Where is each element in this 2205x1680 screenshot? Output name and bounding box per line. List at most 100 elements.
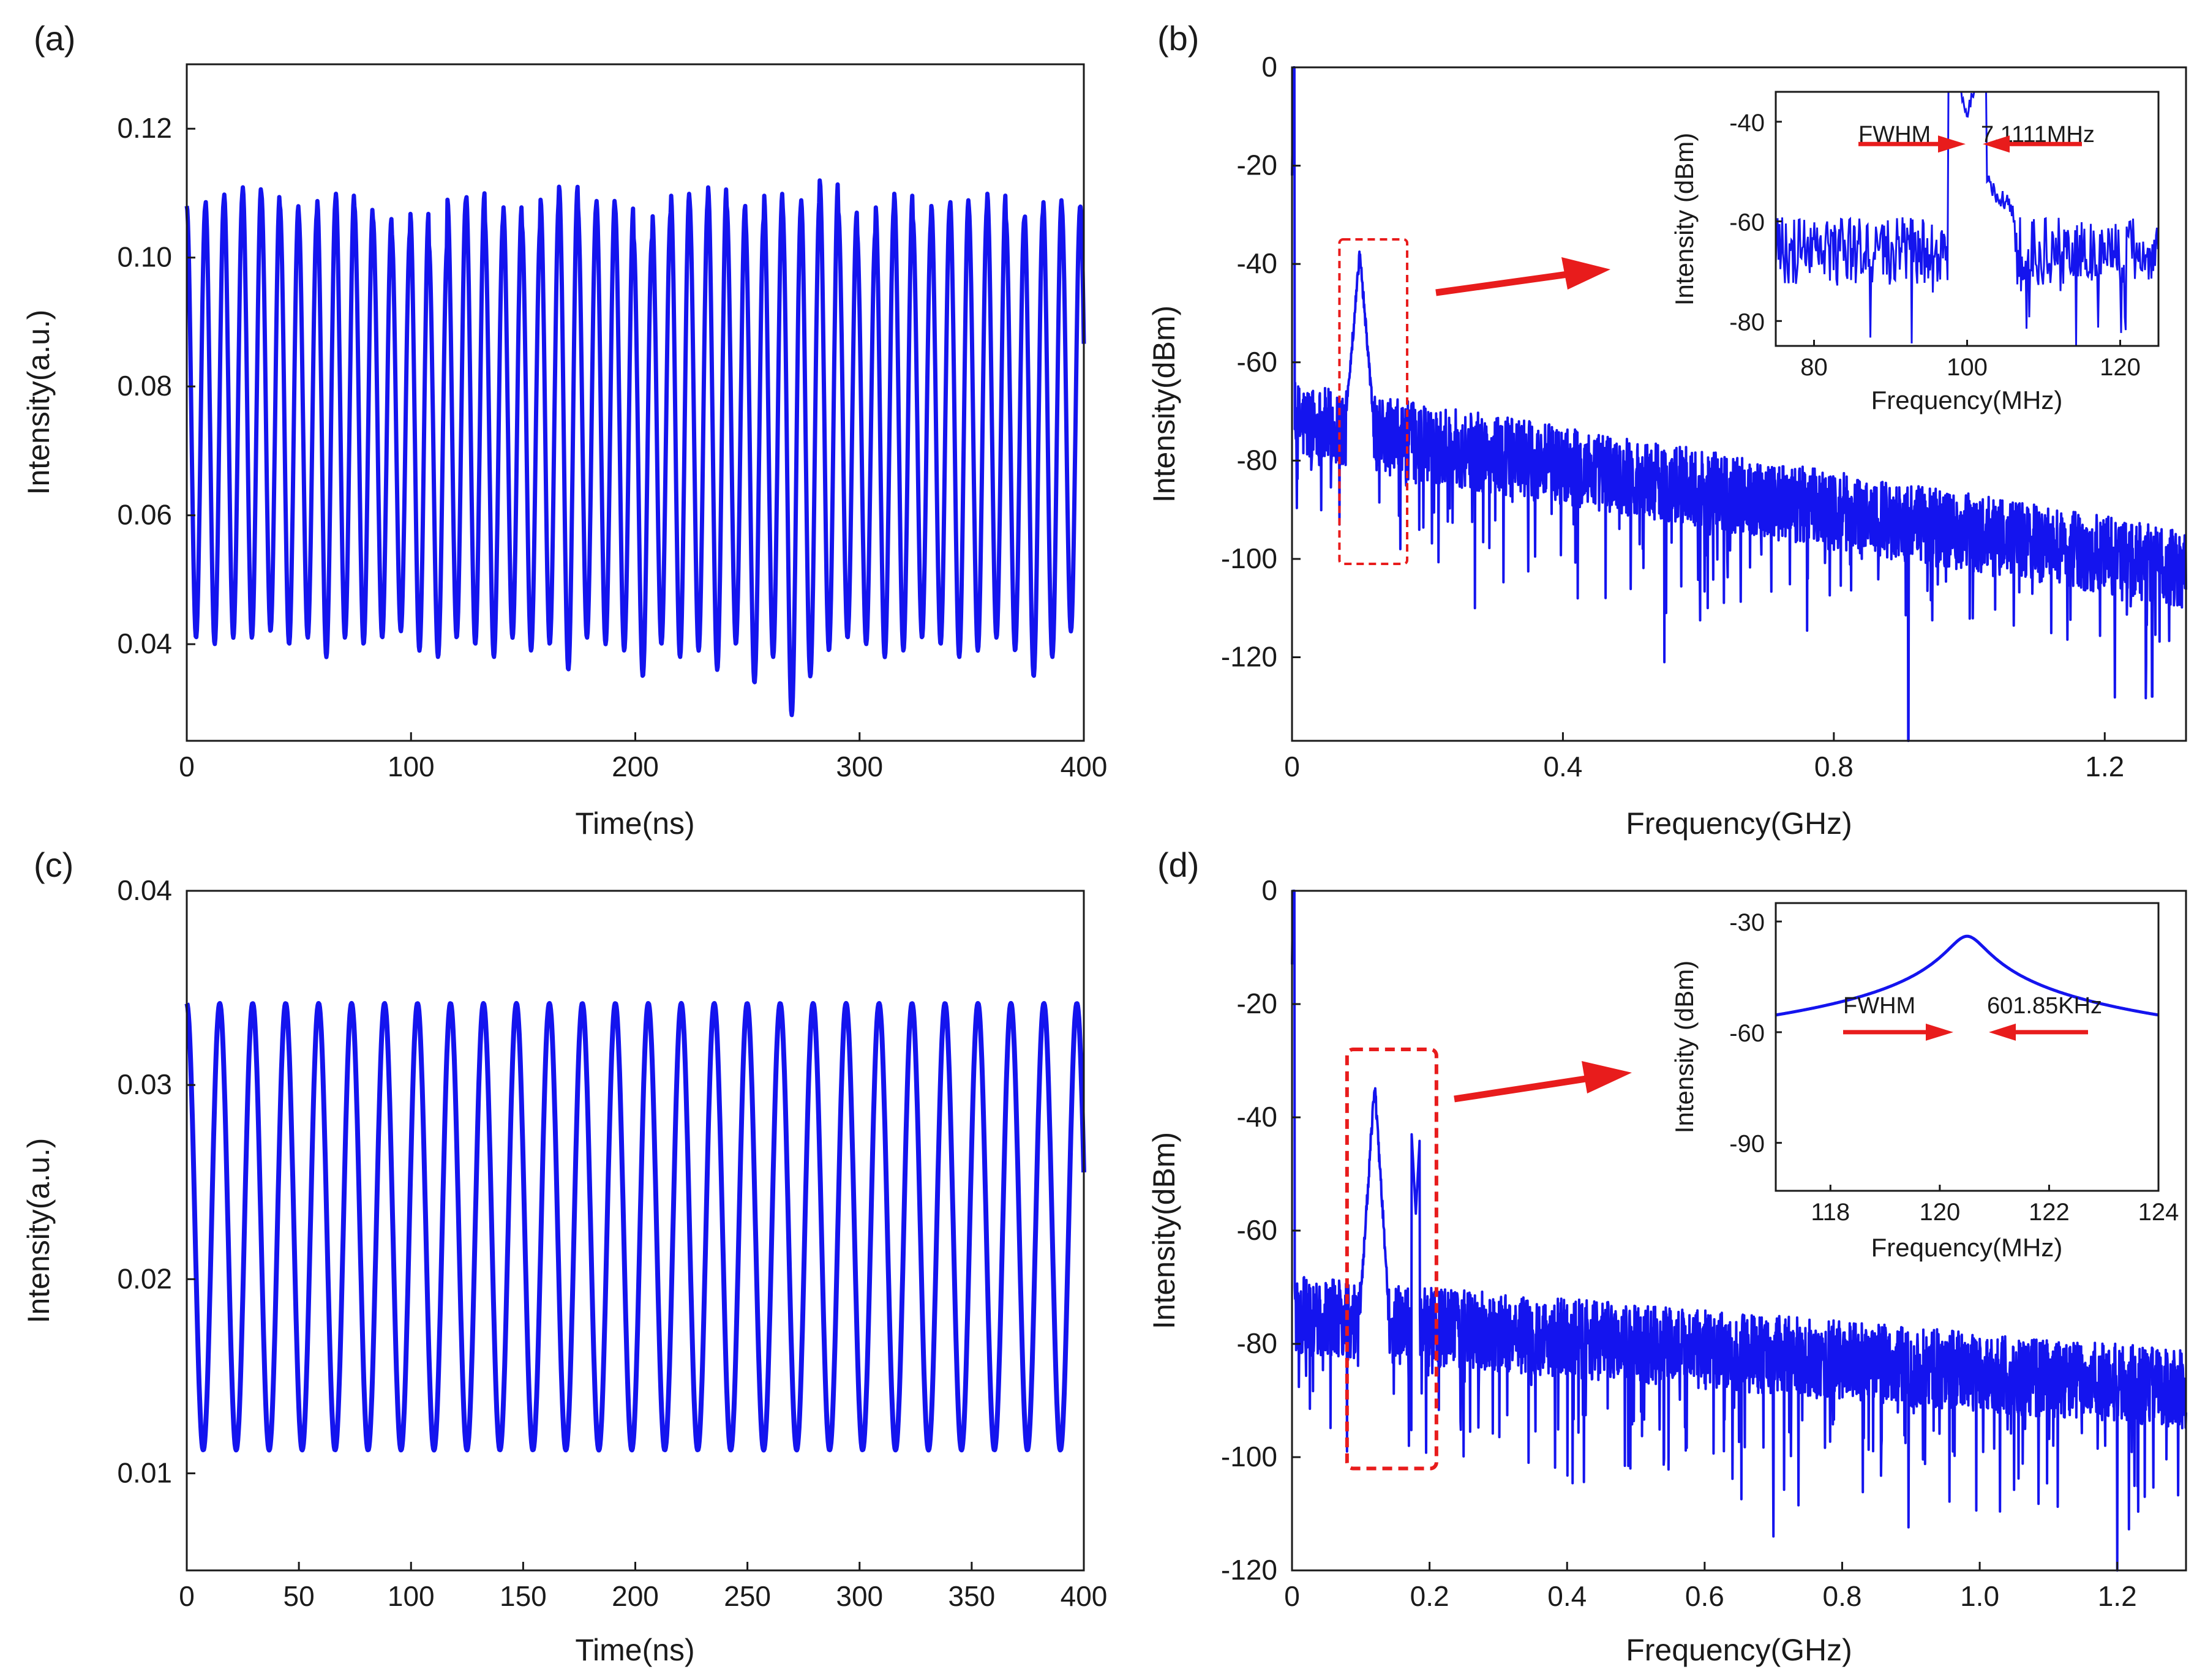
zoom-arrow-b	[1435, 257, 1610, 296]
inset-b-y-tick-label: -40	[1729, 110, 1765, 137]
zoom-arrow-d	[1454, 1061, 1632, 1103]
plot-d-x-tick-label: 1.0	[1960, 1580, 1999, 1612]
plot-a-y-tick-label: 0.06	[117, 499, 172, 531]
y-axis-label-c: Intensity(a.u.)	[21, 1138, 56, 1324]
inset-d-frame	[1775, 902, 2160, 1192]
plot-b-frame	[1291, 66, 2187, 742]
plot-a-ticks: 0 100 200 300 400 0.04 0.06 0.08 0.10 0.12	[117, 112, 1107, 782]
inset-d: 118 120 122 124 -30 -60 -90 Frequency(MHz) Int…	[1670, 902, 2179, 1262]
panel-c: (c) 0 50 100 150 200 250 300 350 400 0.01 0.02 0.03…	[21, 846, 1107, 1667]
inset-b-x-tick-label: 120	[2100, 354, 2141, 381]
inset-d-y-tick-label: -90	[1729, 1131, 1765, 1158]
inset-d-right-arrowhead	[1989, 1023, 2016, 1041]
plot-d-x-tick-label: 0	[1284, 1580, 1300, 1612]
inset-b-area	[1775, 91, 2159, 347]
plot-b-y-tick-label: -20	[1237, 149, 1277, 181]
panel-label-c: (c)	[34, 846, 73, 884]
inset-d-y-tick-label: -60	[1729, 1020, 1765, 1047]
plot-c-x-tick-label: 150	[500, 1580, 547, 1612]
plot-d-x-tick-label: 0.8	[1822, 1580, 1861, 1612]
inset-b-x-tick-label: 80	[1800, 354, 1828, 381]
y-axis-label-d: Intensity(dBm)	[1147, 1132, 1181, 1329]
plot-a-x-tick-label: 200	[612, 751, 659, 782]
inset-d-fwhm-annotation: FWHM 601.85KHz	[1843, 993, 2102, 1041]
plot-d-y-tick-label: -60	[1237, 1214, 1277, 1246]
plot-d-y-tick-label: -20	[1237, 988, 1277, 1019]
plot-b-x-tick-label: 0.8	[1814, 751, 1854, 782]
inset-b-x-axis-label: Frequency(MHz)	[1871, 386, 2063, 414]
x-axis-label-a: Time(ns)	[575, 806, 694, 841]
plot-c-x-tick-label: 50	[284, 1580, 315, 1612]
plot-d-y-tick-label: -100	[1221, 1441, 1277, 1472]
plot-c-y-tick-label: 0.01	[117, 1457, 172, 1488]
plot-c-y-tick-label: 0.04	[117, 874, 172, 906]
plot-a-x-tick-label: 100	[388, 751, 435, 782]
highlight-box-d	[1345, 1048, 1438, 1471]
y-axis-label-a: Intensity(a.u.)	[21, 310, 56, 495]
plot-a-x-tick-label: 0	[179, 751, 195, 782]
plot-a-y-tick-label: 0.08	[117, 370, 172, 402]
plot-c-y-tick-label: 0.02	[117, 1262, 172, 1294]
plot-b-x-tick-label: 0.4	[1543, 751, 1582, 782]
inset-b-x-tick-label: 100	[1947, 354, 1988, 381]
plot-c-x-tick-label: 0	[179, 1580, 195, 1612]
highlight-box-b	[1338, 238, 1409, 565]
plot-a-x-tick-label: 300	[836, 751, 883, 782]
plot-b-x-tick-label: 0	[1284, 751, 1300, 782]
x-axis-label-d: Frequency(GHz)	[1626, 1633, 1852, 1667]
inset-d-area	[1775, 934, 2158, 1017]
plot-b-y-tick-label: -120	[1221, 641, 1277, 673]
plot-d-x-tick-label: 1.2	[2098, 1580, 2137, 1612]
plot-b-area	[1291, 66, 2187, 742]
panel-b: (b) 0 0.4 0.8 1.2 0 -20 -40 -60 -80 -100 -120 Freq…	[1147, 19, 2187, 841]
inset-d-x-tick-label: 120	[1919, 1199, 1960, 1226]
plot-a-x-tick-label: 400	[1061, 751, 1108, 782]
plot-c-x-tick-label: 250	[724, 1580, 771, 1612]
plot-b-y-tick-label: 0	[1261, 51, 1277, 83]
plot-a-area	[184, 178, 1086, 718]
panel-d: (d) 0 0.2 0.4 0.6 0.8 1.0 1.2 0 -20 -40 -60 -80 -100…	[1147, 846, 2187, 1667]
plot-b-ticks: 0 0.4 0.8 1.2 0 -20 -40 -60 -80 -100 -120	[1221, 51, 2124, 782]
plot-b-y-tick-label: -80	[1237, 444, 1277, 476]
inset-d-x-tick-label: 124	[2138, 1199, 2179, 1226]
plot-d-y-tick-label: -40	[1237, 1101, 1277, 1133]
plot-a-trace	[184, 178, 1086, 718]
panel-label-d: (d)	[1157, 846, 1199, 884]
plot-c-x-tick-label: 200	[612, 1580, 659, 1612]
plot-d-x-tick-label: 0.4	[1547, 1580, 1587, 1612]
inset-d-y-axis-label: Intensity (dBm)	[1670, 961, 1699, 1133]
inset-d-x-tick-label: 122	[2029, 1199, 2070, 1226]
plot-a-y-tick-label: 0.04	[117, 628, 172, 659]
plot-b-x-tick-label: 1.2	[2085, 751, 2124, 782]
inset-d-fwhm-label: FWHM	[1843, 993, 1915, 1019]
inset-b-right-arrowhead	[1983, 135, 2010, 153]
plot-b-y-tick-label: -100	[1221, 542, 1277, 574]
x-axis-label-b: Frequency(GHz)	[1626, 806, 1852, 841]
plot-c-area	[184, 1000, 1086, 1453]
plot-d-y-tick-label: 0	[1261, 874, 1277, 906]
plot-c-x-tick-label: 400	[1061, 1580, 1108, 1612]
plot-d-y-tick-label: -80	[1237, 1327, 1277, 1359]
plot-d-trace	[1291, 890, 2187, 1572]
plot-a-y-tick-label: 0.12	[117, 112, 172, 144]
inset-b-left-arrowhead	[1938, 135, 1966, 153]
plot-a-y-tick-label: 0.10	[117, 241, 172, 273]
plot-d-x-tick-label: 0.2	[1410, 1580, 1449, 1612]
panel-a: (a) 0 100 200 300 400 0.04 0.06 0.08 0.10 0.12 Ti…	[21, 19, 1107, 841]
inset-b: 80 100 120 -40 -60 -80 Frequency(MHz) Intensi…	[1670, 91, 2160, 414]
inset-d-ticks: 118 120 122 124 -30 -60 -90	[1729, 909, 2179, 1226]
y-axis-label-b: Intensity(dBm)	[1147, 306, 1181, 503]
inset-b-y-tick-label: -60	[1729, 209, 1765, 236]
plot-b-y-tick-label: -60	[1237, 346, 1277, 378]
plot-b-y-tick-label: -40	[1237, 247, 1277, 279]
inset-d-x-axis-label: Frequency(MHz)	[1871, 1233, 2063, 1262]
panel-label-b: (b)	[1157, 19, 1199, 58]
plot-c-ticks: 0 50 100 150 200 250 300 350 400 0.01 0.02 0.03 0.04	[117, 874, 1107, 1612]
inset-b-ticks: 80 100 120 -40 -60 -80	[1729, 110, 2141, 381]
inset-b-y-axis-label: Intensity (dBm)	[1670, 133, 1699, 306]
plot-d-ticks: 0 0.2 0.4 0.6 0.8 1.0 1.2 0 -20 -40 -60 -80 -100 -120	[1221, 874, 2137, 1612]
inset-b-y-tick-label: -80	[1729, 309, 1765, 336]
plot-c-x-tick-label: 100	[388, 1580, 435, 1612]
plot-c-trace	[184, 1000, 1086, 1453]
